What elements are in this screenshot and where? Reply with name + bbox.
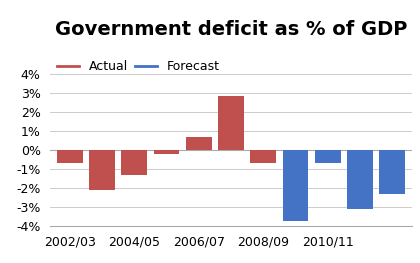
Bar <box>379 150 405 194</box>
Bar <box>218 95 244 150</box>
Bar <box>57 150 83 163</box>
Bar <box>89 150 115 190</box>
Bar <box>283 150 308 221</box>
Legend: Actual, Forecast: Actual, Forecast <box>57 60 220 73</box>
Bar <box>315 150 341 163</box>
Bar <box>347 150 373 209</box>
Bar <box>186 136 212 150</box>
Title: Government deficit as % of GDP: Government deficit as % of GDP <box>55 20 407 39</box>
Bar <box>250 150 276 163</box>
Bar <box>121 150 147 175</box>
Bar <box>154 150 179 154</box>
